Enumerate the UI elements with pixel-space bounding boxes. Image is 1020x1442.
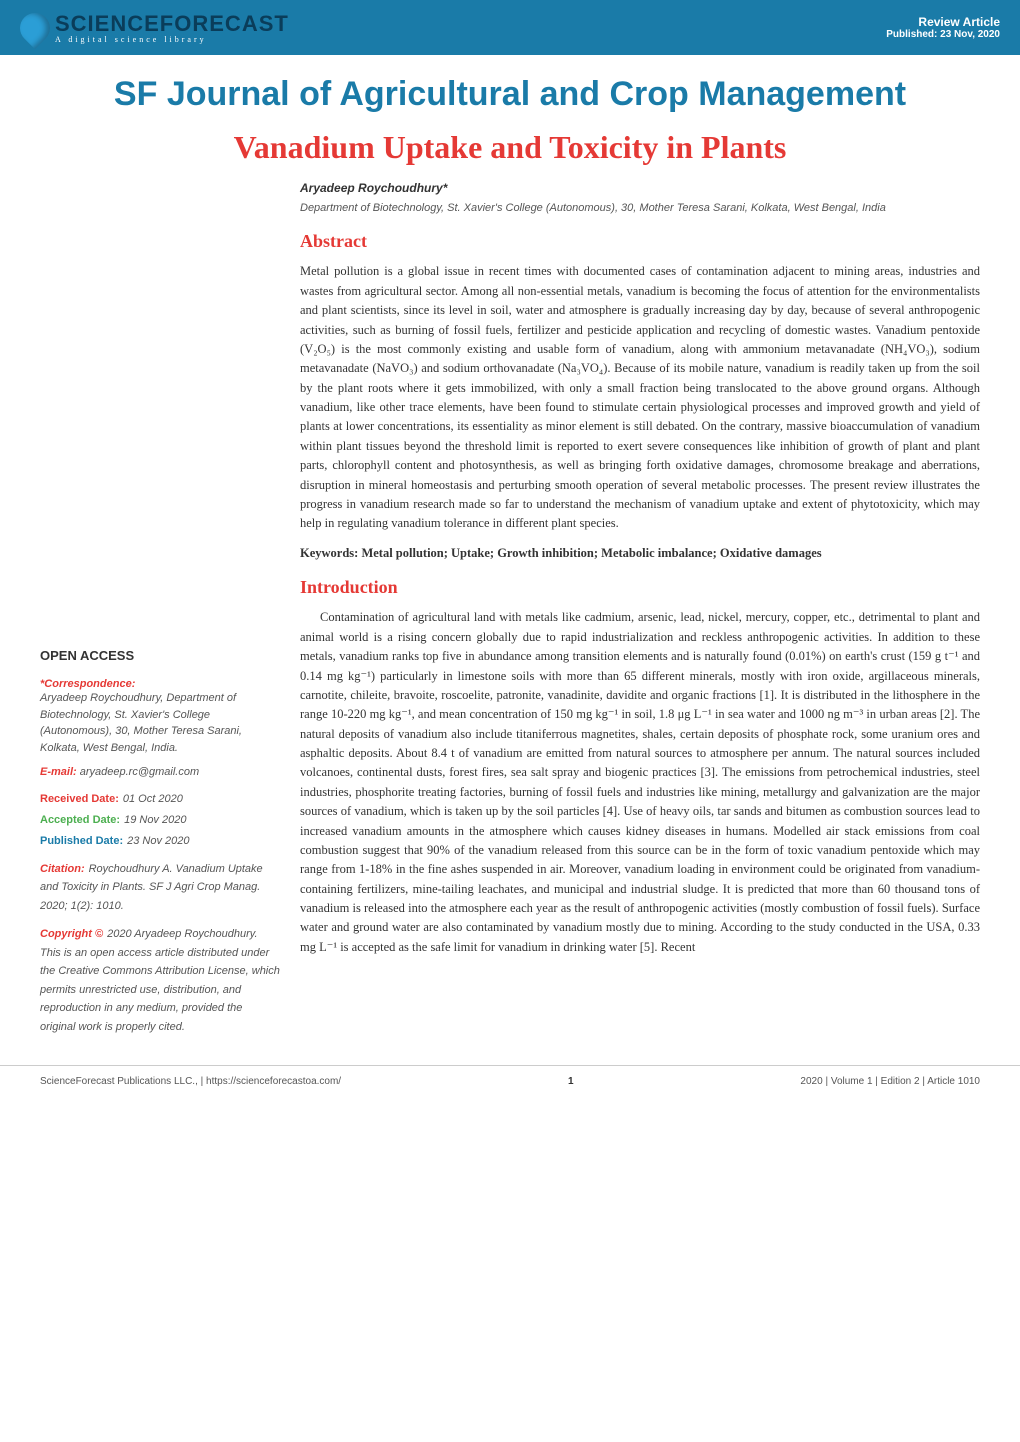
article-type: Review Article [886, 15, 1000, 29]
author-affiliation: Department of Biotechnology, St. Xavier'… [300, 201, 980, 216]
article-title: Vanadium Uptake and Toxicity in Plants [0, 129, 1020, 166]
received-line: Received Date: 01 Oct 2020 [40, 789, 280, 807]
content-wrapper: OPEN ACCESS *Correspondence: Aryadeep Ro… [0, 608, 1020, 1035]
dates-block: Received Date: 01 Oct 2020 Accepted Date… [40, 789, 280, 849]
header-bar: SCIENCEFORECAST A digital science librar… [0, 0, 1020, 55]
page-number: 1 [568, 1076, 574, 1087]
open-access-label: OPEN ACCESS [40, 648, 280, 663]
main-content: Contamination of agricultural land with … [300, 608, 980, 1035]
email-value: aryadeep.rc@gmail.com [80, 766, 199, 778]
abstract-text: Metal pollution is a global issue in rec… [300, 262, 980, 533]
footer: ScienceForecast Publications LLC., | htt… [0, 1065, 1020, 1097]
accepted-line: Accepted Date: 19 Nov 2020 [40, 810, 280, 828]
received-label: Received Date: [40, 793, 119, 805]
citation-block: Citation: Roychoudhury A. Vanadium Uptak… [40, 859, 280, 915]
sidebar: OPEN ACCESS *Correspondence: Aryadeep Ro… [40, 608, 300, 1035]
footer-right: 2020 | Volume 1 | Edition 2 | Article 10… [800, 1076, 980, 1087]
abstract-heading: Abstract [300, 231, 980, 252]
accepted-label: Accepted Date: [40, 814, 120, 826]
keywords: Keywords: Metal pollution; Uptake; Growt… [300, 544, 980, 563]
introduction-text: Contamination of agricultural land with … [300, 608, 980, 957]
logo-container: SCIENCEFORECAST A digital science librar… [20, 11, 289, 44]
logo-text: SCIENCEFORECAST [55, 11, 289, 37]
introduction-heading: Introduction [300, 577, 980, 598]
copyright-block: Copyright © 2020 Aryadeep Roychoudhury. … [40, 924, 280, 1035]
email-line: E-mail: aryadeep.rc@gmail.com [40, 764, 280, 781]
footer-left: ScienceForecast Publications LLC., | htt… [40, 1076, 341, 1087]
correspondence-label: *Correspondence: [40, 678, 280, 690]
journal-title: SF Journal of Agricultural and Crop Mana… [0, 75, 1020, 114]
publish-date-header: Published: 23 Nov, 2020 [886, 29, 1000, 40]
received-date: 01 Oct 2020 [123, 793, 183, 805]
author-name: Aryadeep Roychoudhury* [300, 181, 980, 195]
accepted-date: 19 Nov 2020 [124, 814, 186, 826]
citation-label: Citation: [40, 863, 85, 875]
correspondence-text: Aryadeep Roychoudhury, Department of Bio… [40, 690, 280, 756]
published-label: Published Date: [40, 835, 123, 847]
published-date: 23 Nov 2020 [127, 835, 189, 847]
copyright-label: Copyright © [40, 928, 103, 940]
header-meta: Review Article Published: 23 Nov, 2020 [886, 15, 1000, 40]
published-line: Published Date: 23 Nov 2020 [40, 831, 280, 849]
logo-droplet-icon [14, 6, 56, 48]
author-block: Aryadeep Roychoudhury* Department of Bio… [300, 181, 1020, 598]
email-label: E-mail: [40, 766, 77, 778]
copyright-text: 2020 Aryadeep Roychoudhury. This is an o… [40, 928, 280, 1033]
